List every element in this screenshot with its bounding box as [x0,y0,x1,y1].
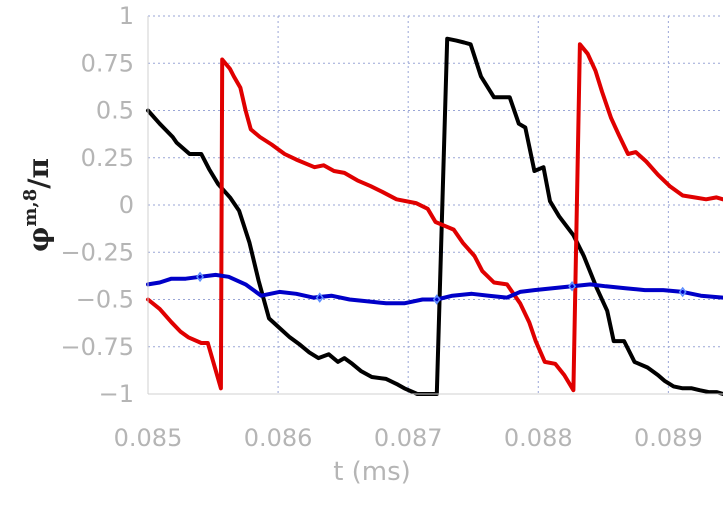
y-axis-label: φm,8/π [20,158,55,252]
y-tick-label: 0 [119,191,134,219]
y-tick-label: −0.25 [60,238,134,266]
y-tick-label: −0.5 [76,286,134,314]
x-tick-labels: 0.085 0.086 0.087 0.088 0.089 [114,424,703,452]
x-tick-label: 0.089 [634,424,703,452]
svg-text:φm,8/π: φm,8/π [20,158,55,252]
y-axis-label-symbol: φ [22,227,55,252]
y-tick-label: −1 [99,380,134,408]
y-axis-label-superscript: m,8 [20,189,41,227]
series-marker [568,281,577,292]
series-layer [146,36,723,396]
axes [147,16,723,395]
x-tick-label: 0.086 [244,424,313,452]
y-tick-labels: 1 0.75 0.5 0.25 0 −0.25 −0.5 −0.75 −1 [60,2,134,408]
series-marker [315,292,324,303]
y-tick-label: 0.25 [81,144,134,172]
series-marker [196,271,204,283]
y-tick-label: −0.75 [60,333,134,361]
x-axis-label: t (ms) [333,457,411,487]
y-axis-label-denominator: /π [22,158,55,189]
series-marker [432,294,441,305]
y-tick-label: 1 [119,2,134,30]
series-line-1 [146,36,723,396]
x-tick-label: 0.088 [504,424,573,452]
x-tick-label: 0.087 [374,424,443,452]
y-tick-label: 0.5 [96,97,134,125]
series-line-3 [146,272,723,306]
series-line-2 [146,42,723,393]
series-marker [678,286,687,298]
y-tick-label: 0.75 [81,49,134,77]
x-tick-label: 0.085 [114,424,183,452]
